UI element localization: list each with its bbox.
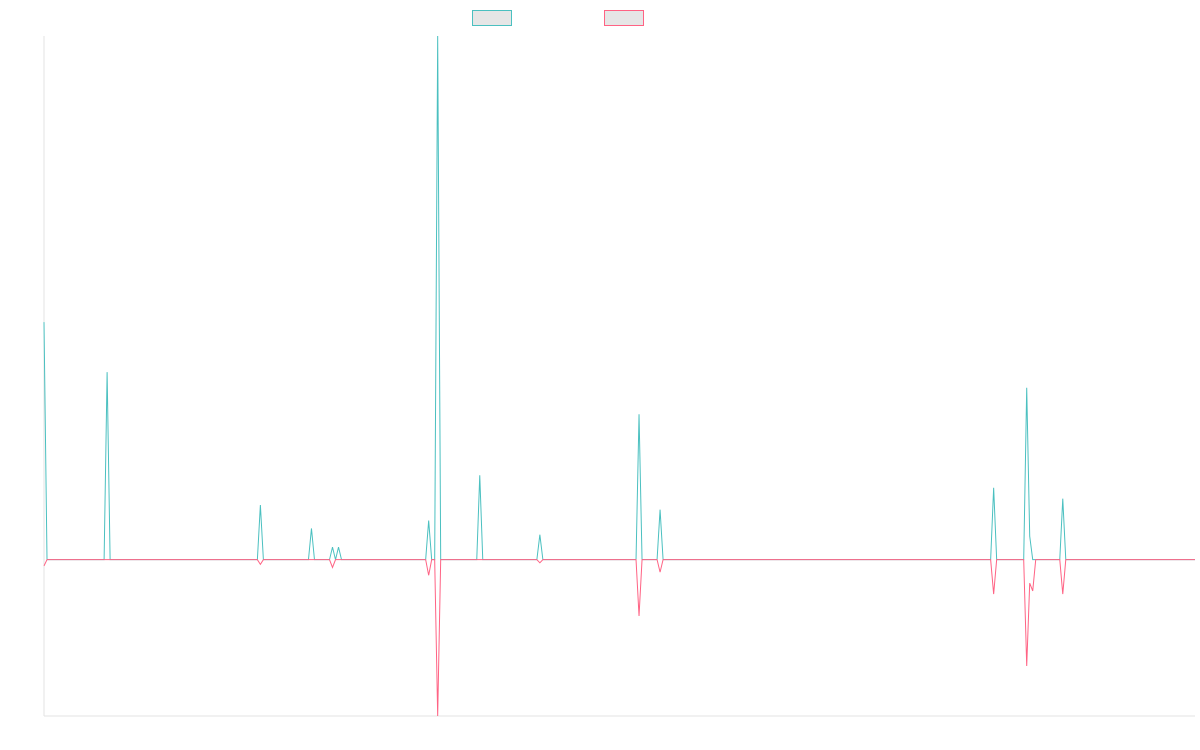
legend-item-series-2[interactable] xyxy=(604,9,650,27)
series-line-2 xyxy=(43,559,1195,717)
series-line-1 xyxy=(43,35,1195,561)
legend-item-series-1[interactable] xyxy=(472,9,518,27)
legend-swatch-series-2 xyxy=(604,10,644,26)
axes xyxy=(43,36,1195,717)
series-layer xyxy=(43,35,1195,717)
legend-swatch-series-1 xyxy=(472,10,512,26)
legend xyxy=(0,0,1200,34)
